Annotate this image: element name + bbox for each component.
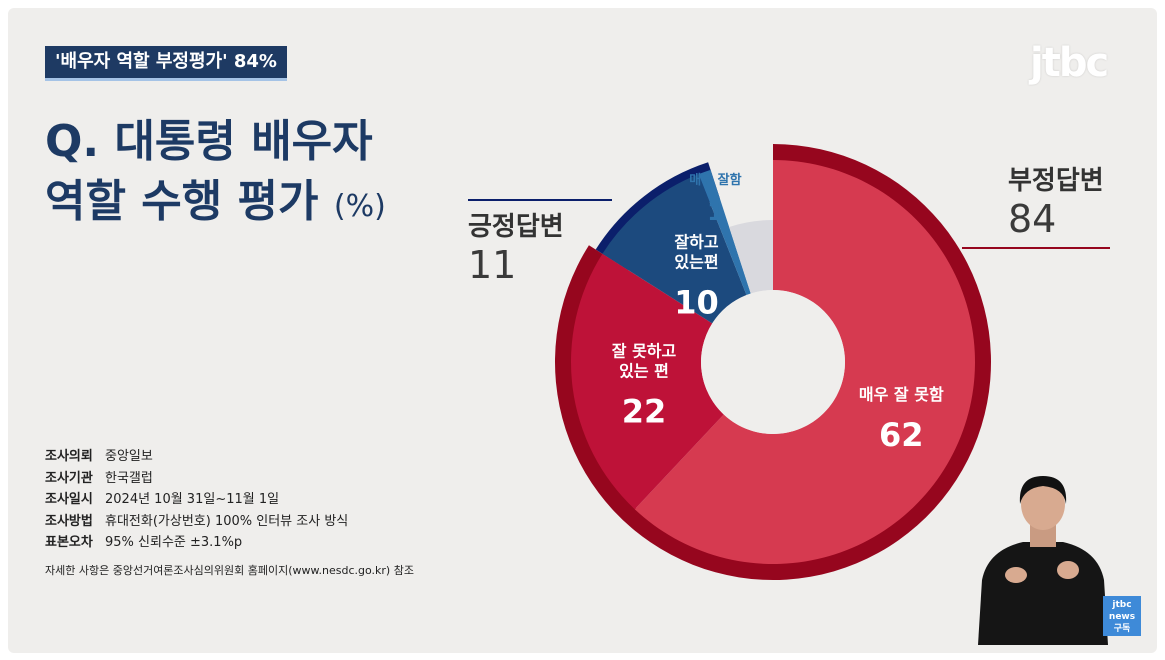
subscribe-badge[interactable]: jtbc news 구독 — [1103, 596, 1141, 636]
question-line-2-text: 역할 수행 평가 — [45, 176, 319, 227]
slice-layer — [571, 160, 976, 564]
question-line-2: 역할 수행 평가 (%) — [45, 172, 386, 237]
slice-label: 매우 잘 못함 62 — [859, 385, 944, 454]
source-note: 자세한 사항은 중앙선거여론조사심의위원회 홈페이지(www.nesdc.go.… — [45, 564, 414, 577]
survey-info-row: 표본오차 95% 신뢰수준 ±3.1%p — [45, 535, 243, 550]
jtbc-logo: jtbc — [1030, 40, 1109, 86]
question-line-1: Q. 대통령 배우자 — [45, 116, 373, 167]
survey-info-row: 조사기관 한국갤럽 — [45, 470, 153, 486]
slice-value-label: 1 — [707, 198, 724, 226]
donut-slice — [571, 253, 724, 510]
slice-value-label: 22 — [622, 392, 667, 430]
slice-label: 매우 잘함 1 — [689, 172, 741, 226]
negative-group-value: 84 — [1008, 197, 1057, 241]
survey-info-row: 조사방법 휴대전화(가상번호) 100% 인터뷰 조사 방식 — [45, 513, 349, 529]
slice-label-text: 있는편 — [674, 253, 718, 272]
slice-label-text: 매우 잘함 — [689, 172, 741, 188]
question-unit: (%) — [333, 189, 386, 224]
negative-group-name: 부정답변 — [1008, 166, 1104, 196]
donut-slice-remainder — [729, 220, 773, 294]
question-title: Q. 대통령 배우자 역할 수행 평가 (%) — [45, 112, 386, 237]
headline-banner: '배우자 역할 부정평가' 84% — [45, 46, 287, 81]
slice-label-text: 잘 못하고 — [612, 341, 677, 360]
survey-info-row: 조사의뢰 중앙일보 — [45, 449, 153, 464]
slice-label-text: 있는 편 — [619, 361, 669, 380]
positive-group-name: 긍정답변 — [468, 212, 564, 242]
slice-label-text: 잘하고 — [674, 233, 718, 252]
donut-slice — [634, 160, 976, 564]
survey-info-row: 조사일시 2024년 10월 31일~11월 1일 — [45, 492, 280, 507]
positive-group-label: 긍정답변 11 — [468, 206, 564, 287]
donut-slice — [602, 174, 747, 324]
donut-slice — [698, 169, 751, 296]
slice-value-label: 10 — [674, 284, 719, 322]
slice-label-text: 매우 잘 못함 — [859, 385, 944, 404]
donut-hole — [701, 290, 845, 434]
positive-group-value: 11 — [468, 243, 517, 287]
negative-group-label: 부정답변 84 — [1008, 160, 1104, 241]
survey-info: 조사의뢰 중앙일보 조사기관 한국갤럽 조사일시 2024년 10월 31일~11월 … — [45, 446, 348, 554]
slice-value-label: 62 — [879, 416, 924, 454]
sign-language-interpreter — [978, 476, 1108, 645]
